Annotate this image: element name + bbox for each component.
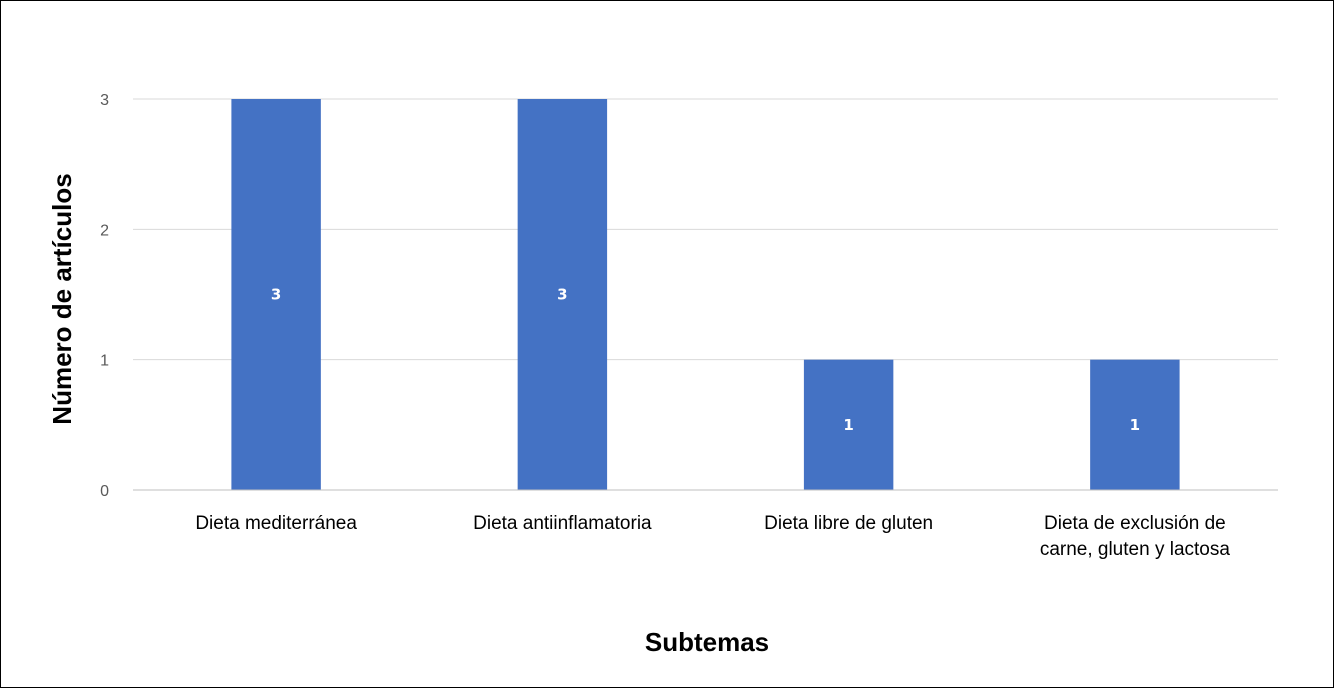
y-tick-label: 0 bbox=[100, 483, 109, 500]
data-label: 1 bbox=[843, 416, 853, 434]
y-axis-tick-labels: 0 1 2 3 bbox=[100, 92, 109, 500]
gridlines bbox=[133, 98, 1278, 361]
y-tick-label: 1 bbox=[100, 353, 109, 370]
bar bbox=[231, 99, 321, 490]
data-label: 3 bbox=[271, 286, 281, 304]
y-tick-label: 3 bbox=[100, 92, 109, 109]
y-tick-label: 2 bbox=[100, 222, 109, 239]
bars bbox=[231, 99, 1180, 490]
bar bbox=[517, 99, 608, 490]
bar bbox=[803, 359, 894, 490]
data-label: 3 bbox=[557, 286, 567, 304]
bar bbox=[1090, 359, 1180, 490]
y-axis-title: Número de artículos bbox=[47, 173, 77, 424]
x-tick-label: Dieta antiinflamatoria bbox=[473, 513, 652, 534]
data-label: 1 bbox=[1130, 416, 1140, 434]
data-labels: 3 3 1 1 bbox=[271, 286, 1140, 434]
x-axis-category-labels: Dieta mediterránea Dieta antiinflamatoria… bbox=[195, 513, 1230, 560]
x-tick-label: Dieta mediterránea bbox=[195, 513, 357, 534]
x-tick-label: Dieta libre de gluten bbox=[764, 513, 933, 534]
x-tick-label: Dieta de exclusión de carne, gluten y lac… bbox=[1040, 513, 1231, 560]
x-axis-title: Subtemas bbox=[645, 627, 769, 657]
